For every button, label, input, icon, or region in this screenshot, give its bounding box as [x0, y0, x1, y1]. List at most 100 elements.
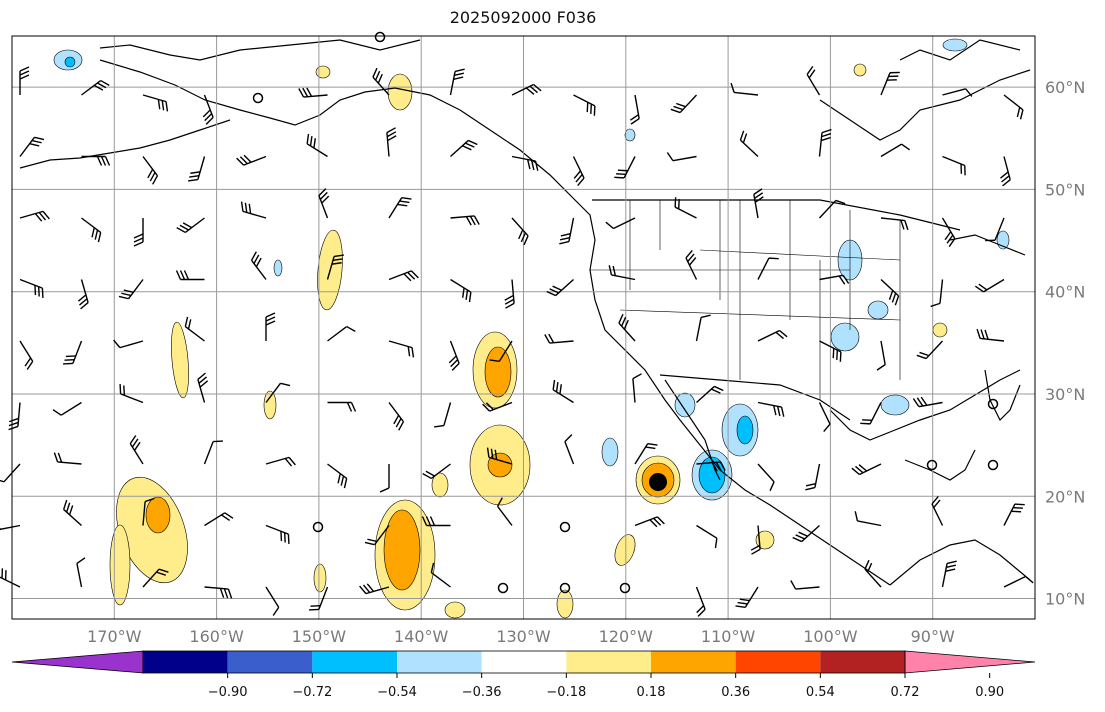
wind-barb [670, 94, 698, 114]
wind-barb [974, 278, 1005, 293]
wind-barb [430, 562, 451, 588]
colorbar-segment [566, 651, 651, 673]
wind-barb [119, 384, 144, 404]
colorbar-tick-label: −0.36 [462, 685, 502, 700]
lon-label: 100°W [803, 627, 858, 646]
wind-barb [564, 434, 575, 465]
wind-barb [388, 270, 419, 282]
wind-barb [388, 402, 405, 431]
wind-barb [864, 559, 882, 588]
anomaly-contour [109, 524, 131, 606]
calm-wind-marker [619, 582, 631, 594]
wind-barb [386, 127, 397, 157]
wind-barb [792, 524, 820, 543]
wind-barb [511, 83, 542, 96]
wind-barb [876, 340, 886, 371]
coastlines [19, 39, 1031, 586]
anomaly-contour [315, 65, 331, 79]
coastline [819, 69, 1031, 141]
wind-barb [930, 279, 944, 308]
colorbar: −0.90 −0.72 −0.54 −0.36 −0.18 0.18 0.36 0.54 0.7… [11, 650, 1036, 700]
wind-barb [327, 325, 356, 342]
wind-barb [250, 251, 267, 280]
lon-label: 160°W [189, 627, 244, 646]
coastline [984, 369, 1021, 422]
wind-barb [735, 586, 759, 609]
wind-barb [666, 152, 697, 162]
colorbar-segment [735, 651, 821, 673]
wind-barb [76, 557, 86, 588]
anomaly-contour [444, 601, 466, 619]
wind-barb [379, 464, 390, 493]
wind-barb [204, 512, 234, 527]
wind-barb [851, 463, 882, 476]
wind-barb [757, 401, 785, 417]
wind-barb [489, 340, 513, 363]
wind-barb [504, 279, 515, 309]
wind-barb [696, 524, 718, 549]
wind-barb [133, 218, 144, 247]
latitude-labels: 60°N 50°N 40°N 30°N 20°N 10°N [1045, 78, 1085, 608]
wind-barb [81, 217, 102, 243]
anomaly-contour [853, 63, 867, 77]
wind-barb [450, 278, 472, 303]
wind-barb [142, 568, 169, 588]
map-title: 2025092000 F036 [449, 8, 597, 27]
wind-barb [19, 210, 50, 222]
coastline [592, 199, 961, 231]
anomaly-fills [53, 38, 1010, 619]
wind-barb [757, 463, 775, 492]
wind-barb [790, 580, 820, 590]
wind-barb [450, 139, 478, 158]
anomaly-contour [830, 322, 860, 352]
lat-label: 50°N [1045, 180, 1085, 199]
wind-barb [496, 497, 513, 526]
wind-barb [327, 463, 348, 489]
wind-barb [306, 133, 328, 158]
wind-barb [0, 568, 21, 588]
wind-barb [629, 94, 640, 125]
lon-label: 150°W [292, 627, 347, 646]
anomaly-contour [273, 259, 283, 277]
wind-barb [818, 128, 832, 157]
anomaly-contour [431, 472, 449, 498]
calm-wind-marker [252, 92, 264, 104]
colorbar-extend-low [11, 650, 144, 674]
wind-barb [19, 278, 44, 298]
lat-label: 20°N [1045, 487, 1085, 506]
colorbar-segment [227, 651, 313, 673]
anomaly-contour [614, 534, 636, 566]
anomaly-contour [484, 346, 512, 398]
calm-wind-marker [374, 31, 386, 43]
anomaly-contour [263, 390, 277, 420]
wind-barb [359, 583, 390, 595]
wind-barb [750, 525, 761, 555]
wind-barb [421, 516, 451, 527]
wind-barb [511, 155, 539, 171]
wind-barb [976, 328, 1005, 342]
wind-barb [753, 188, 764, 219]
colorbar-tick-label: 0.90 [975, 685, 1004, 700]
wind-barb [1003, 575, 1034, 588]
wind-barb [618, 313, 636, 342]
wind-barb [818, 199, 846, 219]
wind-barb [573, 94, 596, 116]
anomaly-contour [387, 73, 413, 111]
wind-barb [318, 188, 330, 219]
wind-barb [265, 382, 291, 403]
wind-barb [240, 201, 267, 219]
anomaly-contour [755, 530, 775, 550]
calm-wind-marker [559, 521, 571, 533]
wind-barb [113, 339, 144, 349]
wind-barb [819, 340, 842, 362]
wind-barb [142, 156, 159, 185]
wind-barb [202, 94, 214, 125]
wind-barb [204, 586, 233, 599]
wind-barb [685, 249, 698, 280]
wind-barb [19, 136, 45, 157]
wind-barb [265, 312, 276, 341]
wind-barb [19, 66, 30, 95]
calm-wind-marker [926, 459, 938, 471]
wind-barb [757, 257, 779, 280]
